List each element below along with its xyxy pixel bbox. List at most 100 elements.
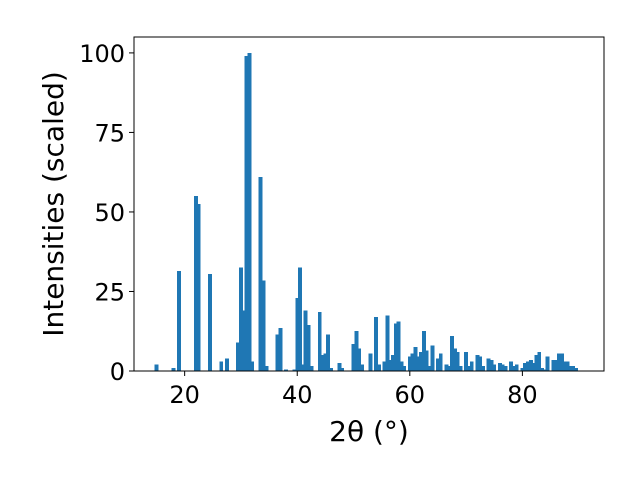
bar: [354, 331, 359, 371]
bar: [478, 356, 483, 371]
bar: [416, 356, 421, 371]
bar: [554, 359, 559, 371]
bar: [258, 176, 263, 371]
x-tick-label: 60: [395, 381, 426, 409]
y-tick-label: 75: [94, 119, 125, 147]
x-axis-ticks: 20 40 60 80: [169, 371, 538, 409]
bar: [300, 364, 305, 371]
bar: [382, 361, 387, 371]
bar: [264, 366, 269, 371]
bar: [430, 345, 435, 371]
bar: [337, 363, 342, 371]
bar: [402, 366, 407, 371]
bar: [469, 361, 474, 371]
bar: [306, 324, 311, 371]
bar: [320, 355, 325, 371]
bar: [376, 364, 381, 371]
bar: [557, 353, 561, 371]
bar: [466, 366, 471, 371]
bar: [407, 356, 412, 371]
bar: [193, 196, 198, 371]
bar: [492, 364, 497, 371]
bar: [196, 204, 201, 371]
bar: [340, 367, 345, 371]
bar: [421, 331, 426, 371]
bar: [537, 351, 542, 371]
bar: [177, 270, 181, 371]
bar: [511, 366, 516, 371]
bar: [528, 359, 533, 371]
bar: [399, 361, 404, 371]
bar: [368, 353, 373, 371]
bar: [486, 358, 491, 371]
bar: [424, 350, 429, 371]
bar: [489, 359, 494, 371]
bar: [309, 366, 314, 371]
bar: [520, 367, 525, 371]
bar: [351, 343, 356, 371]
x-tick-label: 80: [507, 381, 538, 409]
bar: [317, 312, 322, 371]
bar: [208, 273, 212, 371]
bar: [475, 355, 480, 371]
bar: [526, 361, 530, 371]
bar: [171, 367, 176, 371]
y-tick-label: 0: [110, 358, 125, 386]
bar: [298, 267, 303, 371]
y-tick-label: 25: [94, 278, 125, 306]
bar: [323, 353, 328, 371]
y-axis-ticks: 0 25 50 75 100: [79, 40, 134, 386]
bar: [419, 351, 424, 371]
bar: [410, 353, 415, 371]
bar: [531, 363, 536, 371]
bar: [396, 321, 401, 371]
bar: [292, 369, 297, 371]
bar: [447, 366, 452, 371]
bar: [359, 364, 364, 371]
bar: [241, 310, 246, 371]
bar: [244, 56, 249, 372]
bar: [388, 359, 393, 371]
bar: [275, 334, 280, 371]
bar: [295, 297, 300, 371]
bar: [571, 366, 576, 371]
plot-frame: [133, 36, 605, 372]
bar: [329, 367, 333, 371]
bar: [374, 316, 379, 371]
bar: [573, 367, 578, 371]
bar: [435, 358, 440, 371]
bar: [464, 351, 469, 371]
bar: [236, 342, 241, 371]
bar: [565, 361, 570, 371]
bar: [500, 364, 505, 371]
bar: [393, 323, 398, 371]
y-axis-label: Intensities (scaled): [37, 71, 70, 337]
bar: [545, 356, 550, 371]
bar: [390, 355, 395, 371]
bar: [278, 328, 283, 371]
bar: [284, 369, 288, 371]
bar: [385, 315, 390, 371]
bar: [497, 363, 502, 371]
bars-group: [154, 52, 578, 372]
bar: [413, 347, 418, 371]
bar: [568, 366, 573, 371]
bar: [562, 361, 567, 371]
bar: [542, 369, 547, 371]
bar: [238, 267, 243, 371]
bar: [427, 366, 432, 371]
bar: [450, 336, 454, 371]
bar: [540, 367, 545, 371]
bar: [224, 358, 229, 371]
bar: [154, 364, 159, 371]
bar: [503, 366, 508, 371]
bar: [534, 355, 539, 371]
y-tick-label: 100: [79, 40, 125, 68]
bar: [326, 334, 331, 371]
bar: [357, 348, 362, 371]
bar: [455, 351, 460, 371]
bar: [438, 353, 443, 371]
bar: [219, 361, 224, 371]
